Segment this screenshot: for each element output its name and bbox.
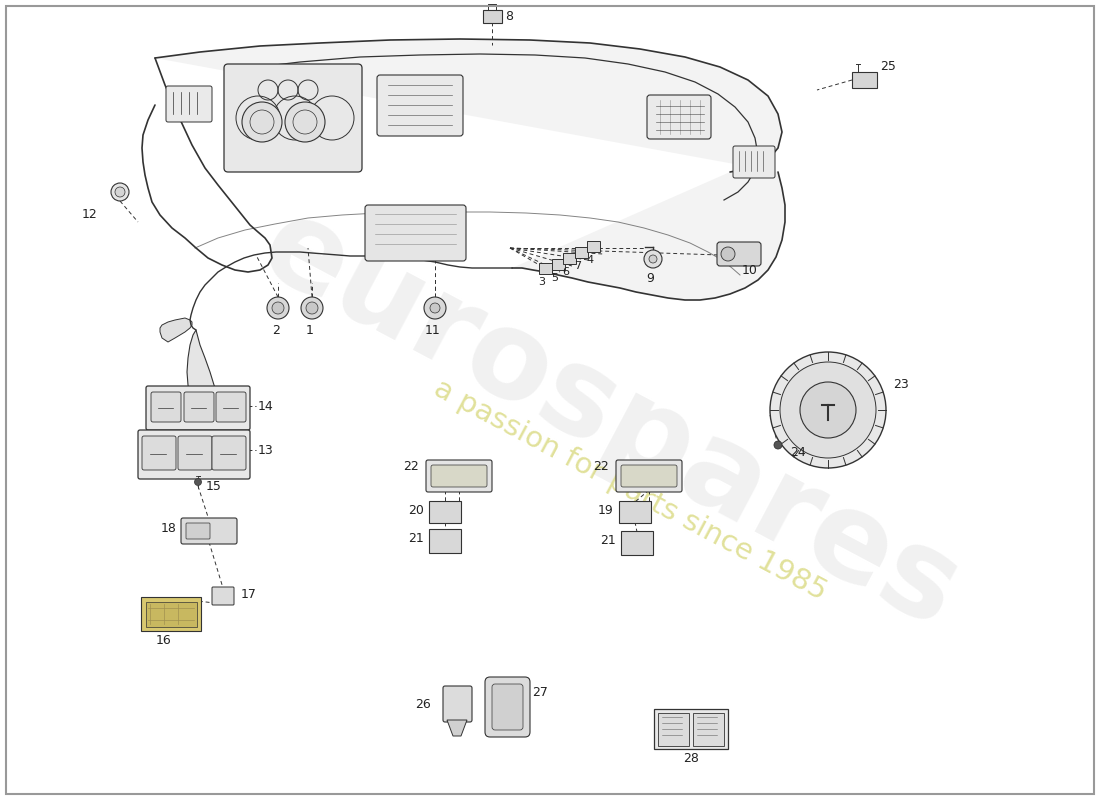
FancyBboxPatch shape — [166, 86, 212, 122]
Polygon shape — [155, 39, 785, 300]
Circle shape — [800, 382, 856, 438]
Text: 20: 20 — [408, 503, 424, 517]
FancyBboxPatch shape — [574, 246, 587, 258]
FancyBboxPatch shape — [733, 146, 775, 178]
FancyBboxPatch shape — [539, 262, 551, 274]
FancyBboxPatch shape — [184, 392, 214, 422]
Text: 10: 10 — [742, 265, 758, 278]
Circle shape — [267, 297, 289, 319]
Circle shape — [774, 441, 782, 449]
Circle shape — [424, 297, 446, 319]
Text: a passion for parts since 1985: a passion for parts since 1985 — [429, 374, 832, 606]
FancyBboxPatch shape — [621, 531, 653, 555]
Circle shape — [644, 250, 662, 268]
FancyBboxPatch shape — [151, 392, 182, 422]
FancyBboxPatch shape — [647, 95, 711, 139]
Text: 27: 27 — [532, 686, 548, 698]
FancyBboxPatch shape — [178, 436, 212, 470]
FancyBboxPatch shape — [586, 241, 600, 251]
FancyBboxPatch shape — [693, 713, 724, 746]
FancyBboxPatch shape — [146, 386, 250, 430]
FancyBboxPatch shape — [717, 242, 761, 266]
FancyBboxPatch shape — [138, 430, 250, 479]
Circle shape — [272, 302, 284, 314]
FancyBboxPatch shape — [429, 529, 461, 553]
Text: 14: 14 — [258, 399, 274, 413]
Text: 28: 28 — [683, 751, 698, 765]
FancyBboxPatch shape — [224, 64, 362, 172]
FancyBboxPatch shape — [142, 436, 176, 470]
FancyBboxPatch shape — [658, 713, 689, 746]
Circle shape — [285, 102, 324, 142]
FancyBboxPatch shape — [145, 602, 197, 626]
Circle shape — [770, 352, 886, 468]
Text: 2: 2 — [272, 323, 279, 337]
Text: 19: 19 — [598, 503, 614, 517]
Polygon shape — [187, 330, 220, 416]
FancyBboxPatch shape — [182, 518, 236, 544]
Circle shape — [301, 297, 323, 319]
Text: 24: 24 — [790, 446, 805, 459]
Text: 17: 17 — [241, 587, 257, 601]
FancyBboxPatch shape — [186, 523, 210, 539]
FancyBboxPatch shape — [429, 501, 461, 523]
FancyBboxPatch shape — [551, 258, 564, 270]
Circle shape — [195, 478, 201, 486]
Text: eurospares: eurospares — [241, 187, 979, 653]
Text: 16: 16 — [156, 634, 172, 646]
FancyBboxPatch shape — [377, 75, 463, 136]
FancyBboxPatch shape — [562, 253, 575, 263]
FancyBboxPatch shape — [485, 677, 530, 737]
Text: 8: 8 — [505, 10, 513, 22]
Text: 7: 7 — [574, 261, 582, 271]
Text: 6: 6 — [562, 267, 570, 277]
FancyBboxPatch shape — [654, 709, 728, 749]
Circle shape — [242, 102, 282, 142]
Text: 25: 25 — [880, 61, 895, 74]
Text: 22: 22 — [593, 461, 608, 474]
FancyBboxPatch shape — [616, 460, 682, 492]
Polygon shape — [160, 318, 192, 342]
Text: 23: 23 — [893, 378, 909, 391]
Circle shape — [649, 255, 657, 263]
FancyBboxPatch shape — [443, 686, 472, 722]
FancyBboxPatch shape — [365, 205, 466, 261]
Text: 9: 9 — [646, 273, 653, 286]
Text: 18: 18 — [161, 522, 177, 534]
FancyBboxPatch shape — [431, 465, 487, 487]
FancyBboxPatch shape — [216, 392, 246, 422]
Text: 3: 3 — [539, 277, 546, 287]
FancyBboxPatch shape — [619, 501, 651, 523]
Text: 26: 26 — [415, 698, 431, 710]
Text: 11: 11 — [425, 323, 441, 337]
Circle shape — [116, 187, 125, 197]
FancyBboxPatch shape — [212, 587, 234, 605]
FancyBboxPatch shape — [492, 684, 522, 730]
Text: 4: 4 — [586, 255, 594, 265]
Text: 5: 5 — [551, 273, 559, 283]
Text: 21: 21 — [600, 534, 616, 546]
Text: 22: 22 — [403, 461, 419, 474]
Text: 15: 15 — [206, 481, 222, 494]
FancyBboxPatch shape — [851, 71, 877, 87]
Circle shape — [306, 302, 318, 314]
Text: 1: 1 — [306, 323, 313, 337]
FancyBboxPatch shape — [141, 597, 201, 631]
FancyBboxPatch shape — [212, 436, 246, 470]
FancyBboxPatch shape — [483, 10, 502, 22]
Circle shape — [111, 183, 129, 201]
Circle shape — [720, 247, 735, 261]
Polygon shape — [447, 720, 468, 736]
FancyBboxPatch shape — [621, 465, 676, 487]
Circle shape — [780, 362, 876, 458]
Text: 21: 21 — [408, 531, 424, 545]
Circle shape — [430, 303, 440, 313]
Text: 13: 13 — [258, 443, 274, 457]
Text: 12: 12 — [82, 207, 98, 221]
FancyBboxPatch shape — [426, 460, 492, 492]
